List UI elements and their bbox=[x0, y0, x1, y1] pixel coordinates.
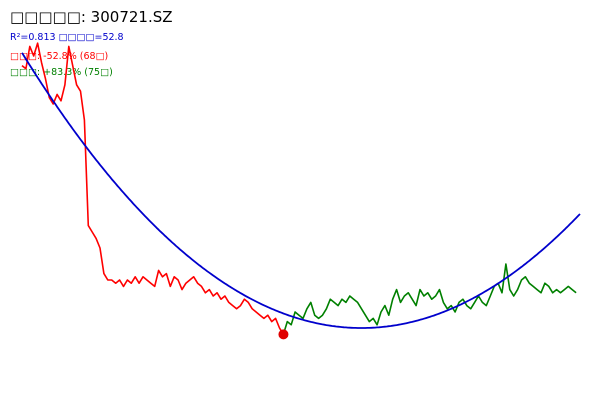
series-line-recovery bbox=[282, 263, 577, 335]
plot-area bbox=[21, 42, 581, 340]
low-point-marker bbox=[278, 329, 289, 340]
chart-title: □□□□□: 300721.SZ bbox=[10, 8, 173, 26]
annotation-recovery: □□□: +83.3% (75□) bbox=[10, 67, 113, 78]
annotation-fit: R²=0.813 □□□□=52.8 bbox=[10, 32, 124, 43]
series-line-fit bbox=[21, 52, 581, 329]
annotation-decline: □□□: -52.8% (68□) bbox=[10, 51, 108, 62]
series-line-decline bbox=[21, 42, 285, 335]
